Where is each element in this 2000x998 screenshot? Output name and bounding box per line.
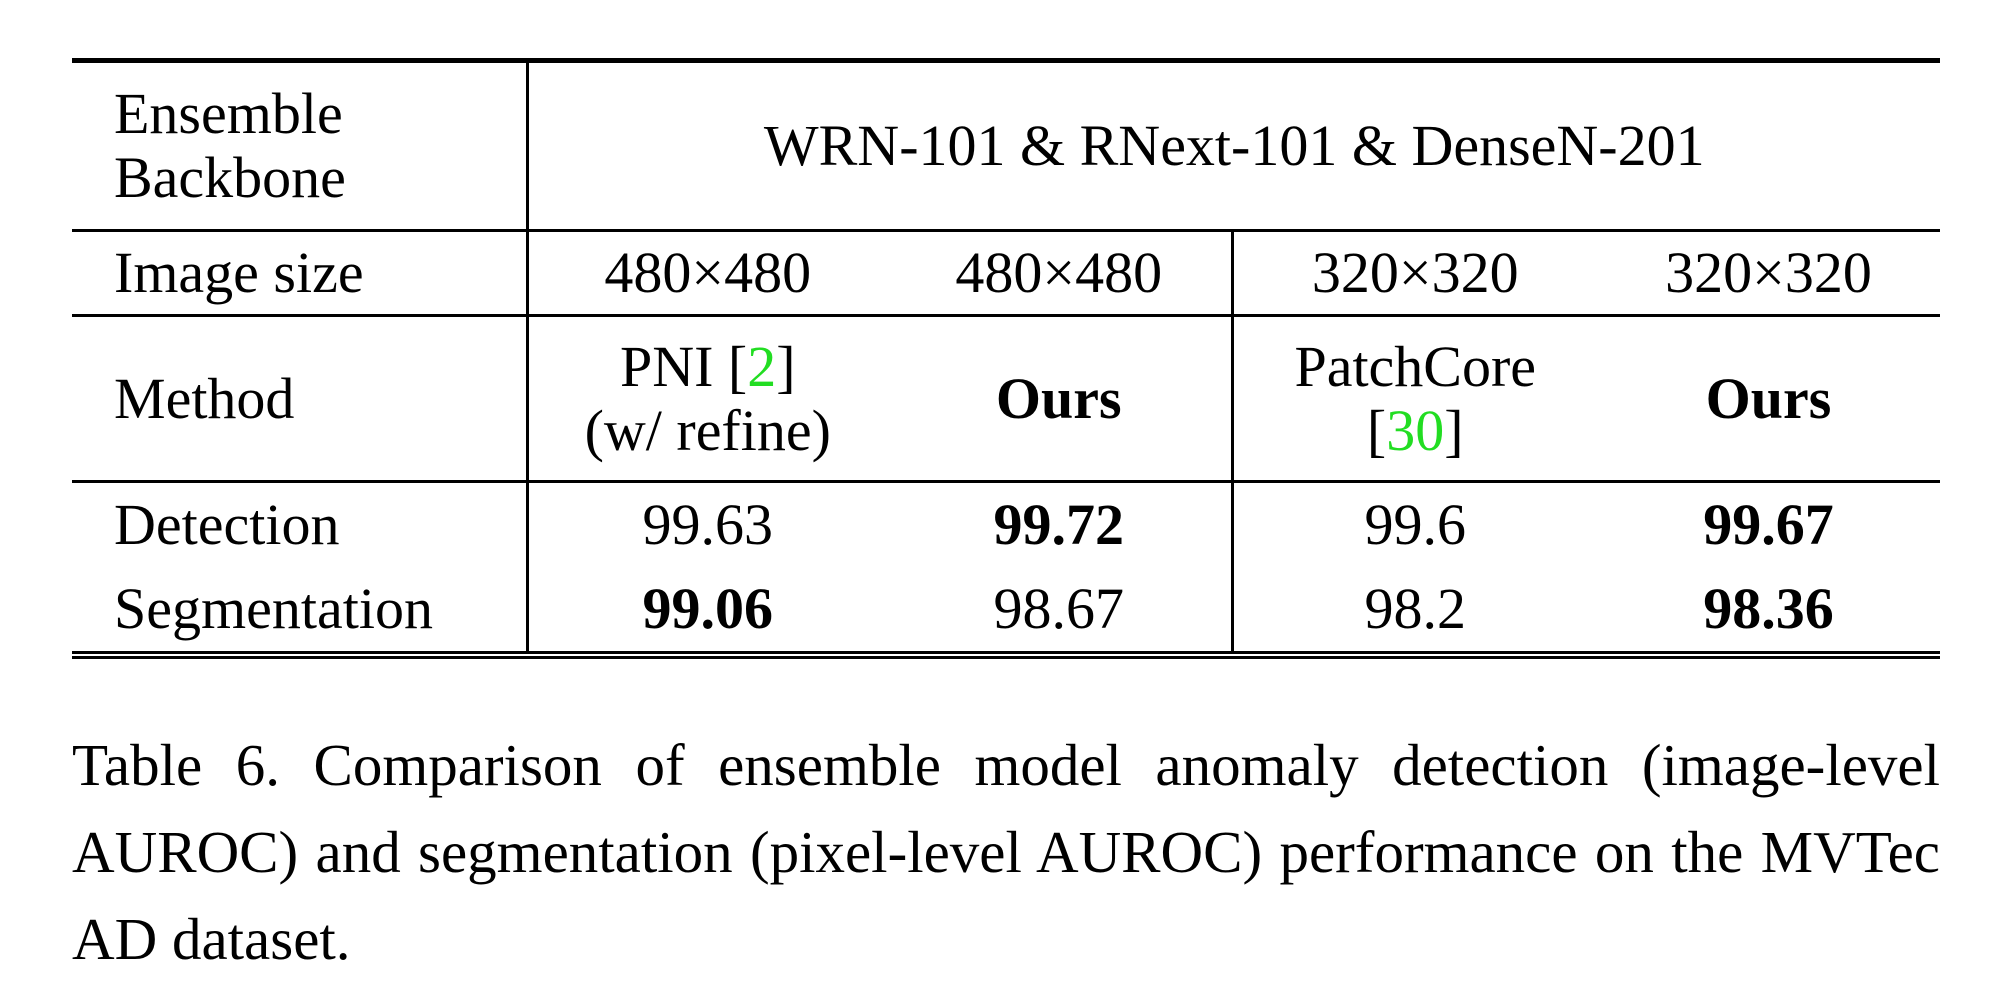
table-row-backbone: Ensemble Backbone WRN-101 & RNext-101 & … [72,58,1940,231]
pni-name-line: PNI [2] [529,333,888,399]
row-header-method: Method [72,314,527,482]
citation-bracket-open: [ [1366,397,1387,463]
citation-bracket-close: ] [1444,397,1464,463]
citation-bracket-close: ] [776,333,796,399]
table-caption: Table 6. Comparison of ensemble model an… [72,732,1940,972]
row-header-segmentation: Segmentation [72,567,527,659]
citation-bracket-open: [ [727,333,748,399]
citation-link-2[interactable]: 2 [747,333,777,399]
method-cell-ours-b: Ours [1597,314,1940,482]
backbone-value: WRN-101 & RNext-101 & DenseN-201 [525,58,1940,231]
table-cell: 480×480 [887,229,1232,316]
table-cell: 98.36 [1597,567,1940,659]
patchcore-citation-line: [30] [1234,397,1598,463]
table-cell: 99.06 [525,567,887,659]
patchcore-name: PatchCore [1294,333,1537,399]
row-header-ensemble-backbone: Ensemble Backbone [72,58,527,231]
method-cell-patchcore: PatchCore [30] [1230,314,1598,482]
table-cell: 320×320 [1597,229,1940,316]
citation-link-30[interactable]: 30 [1386,397,1445,463]
pni-name: PNI [619,333,714,399]
backbone-label-line2: Backbone [114,145,346,210]
method-cell-pni: PNI [2] (w/ refine) [525,314,888,482]
backbone-label-line1: Ensemble [114,81,343,147]
table-cell: 99.6 [1230,480,1597,567]
table-cell: 99.63 [525,480,887,567]
table-cell: 98.67 [887,567,1232,659]
table-row-image-size: Image size 480×480 480×480 320×320 320×3… [72,229,1940,316]
pni-note: (w/ refine) [584,397,831,463]
table-cell: 98.2 [1230,567,1597,659]
table-cell: 320×320 [1230,229,1597,316]
table-row-segmentation: Segmentation 99.06 98.67 98.2 98.36 [72,567,1940,659]
row-header-detection: Detection [72,480,527,567]
results-table: Ensemble Backbone WRN-101 & RNext-101 & … [72,58,1940,659]
method-cell-ours-a: Ours [887,314,1232,482]
table-row-detection: Detection 99.63 99.72 99.6 99.67 [72,480,1940,567]
row-header-image-size: Image size [72,229,527,316]
table-row-method: Method PNI [2] (w/ refine) Ours PatchCor… [72,314,1940,482]
table-cell: 99.67 [1597,480,1940,567]
results-table-container: Ensemble Backbone WRN-101 & RNext-101 & … [72,58,1940,659]
table-cell: 480×480 [525,229,887,316]
table-cell: 99.72 [887,480,1232,567]
